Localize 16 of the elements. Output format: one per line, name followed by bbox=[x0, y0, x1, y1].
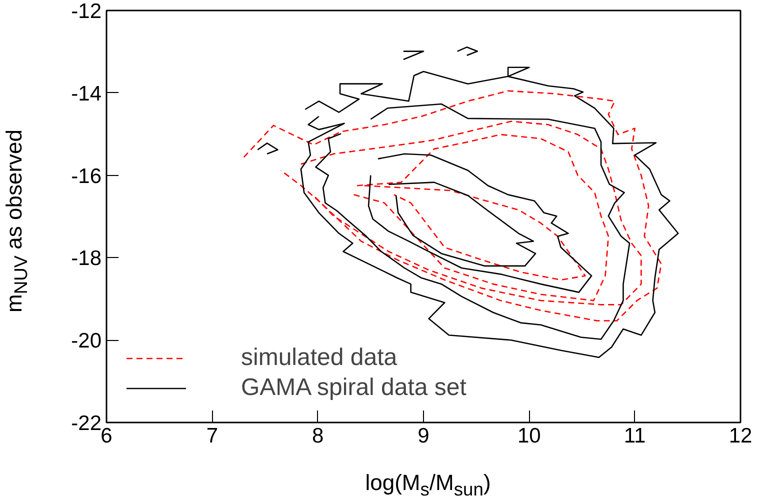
y-tick-label: -18 bbox=[71, 247, 102, 270]
legend-label: GAMA spiral data set bbox=[241, 374, 466, 402]
x-tick-label: 6 bbox=[100, 424, 112, 448]
legend-label: simulated data bbox=[241, 344, 398, 372]
y-tick-label: -16 bbox=[71, 164, 102, 188]
x-tick-label: 12 bbox=[728, 424, 752, 448]
x-tick-label: 9 bbox=[418, 424, 430, 448]
x-axis-title: log(M$_{s}$/M$_{sun}$) bbox=[364, 470, 492, 497]
x-tick-label: 11 bbox=[624, 424, 646, 448]
x-tick-label: 8 bbox=[312, 424, 324, 448]
y-tick-label: -22 bbox=[71, 412, 102, 435]
x-tick-label: 10 bbox=[517, 424, 541, 448]
y-tick-label: -12 bbox=[71, 0, 102, 23]
x-tick-label: 7 bbox=[206, 424, 218, 448]
y-tick-label: -20 bbox=[71, 330, 102, 353]
y-tick-label: -14 bbox=[71, 82, 102, 106]
